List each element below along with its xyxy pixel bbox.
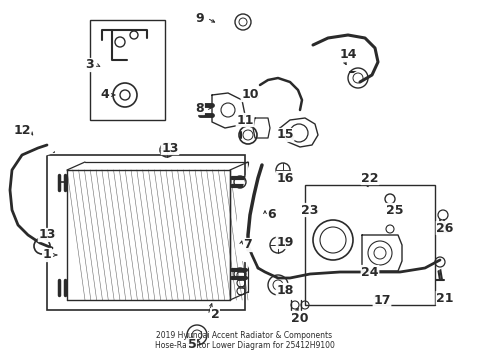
- Bar: [305, 185, 434, 305]
- Text: 15: 15: [276, 129, 293, 141]
- Text: 26: 26: [435, 221, 453, 234]
- Text: 25: 25: [386, 203, 403, 216]
- Text: 17: 17: [372, 293, 390, 306]
- Text: 2019 Hyundai Accent Radiator & Components
Hose-Radiator Lower Diagram for 25412H: 2019 Hyundai Accent Radiator & Component…: [154, 330, 334, 350]
- Bar: [47, 155, 244, 310]
- Text: 21: 21: [435, 292, 453, 305]
- Text: 12: 12: [13, 123, 31, 136]
- Text: 7: 7: [243, 238, 252, 252]
- Text: 2: 2: [210, 309, 219, 321]
- Text: 14: 14: [339, 49, 356, 62]
- Text: 22: 22: [361, 171, 378, 184]
- Text: 6: 6: [267, 208, 276, 221]
- Bar: [90, 20, 164, 120]
- Text: 13: 13: [161, 141, 178, 154]
- Text: 11: 11: [236, 113, 253, 126]
- Text: 23: 23: [301, 203, 318, 216]
- Text: 10: 10: [241, 89, 258, 102]
- Text: 13: 13: [38, 229, 56, 242]
- Text: 24: 24: [361, 266, 378, 279]
- Text: 1: 1: [42, 248, 51, 261]
- Text: 3: 3: [85, 58, 94, 72]
- Text: 18: 18: [276, 284, 293, 297]
- Text: 16: 16: [276, 171, 293, 184]
- Text: 19: 19: [276, 235, 293, 248]
- Text: 9: 9: [195, 12, 204, 24]
- Text: 4: 4: [101, 89, 109, 102]
- Text: 8: 8: [195, 102, 204, 114]
- Text: 5: 5: [187, 338, 196, 351]
- Text: 20: 20: [291, 311, 308, 324]
